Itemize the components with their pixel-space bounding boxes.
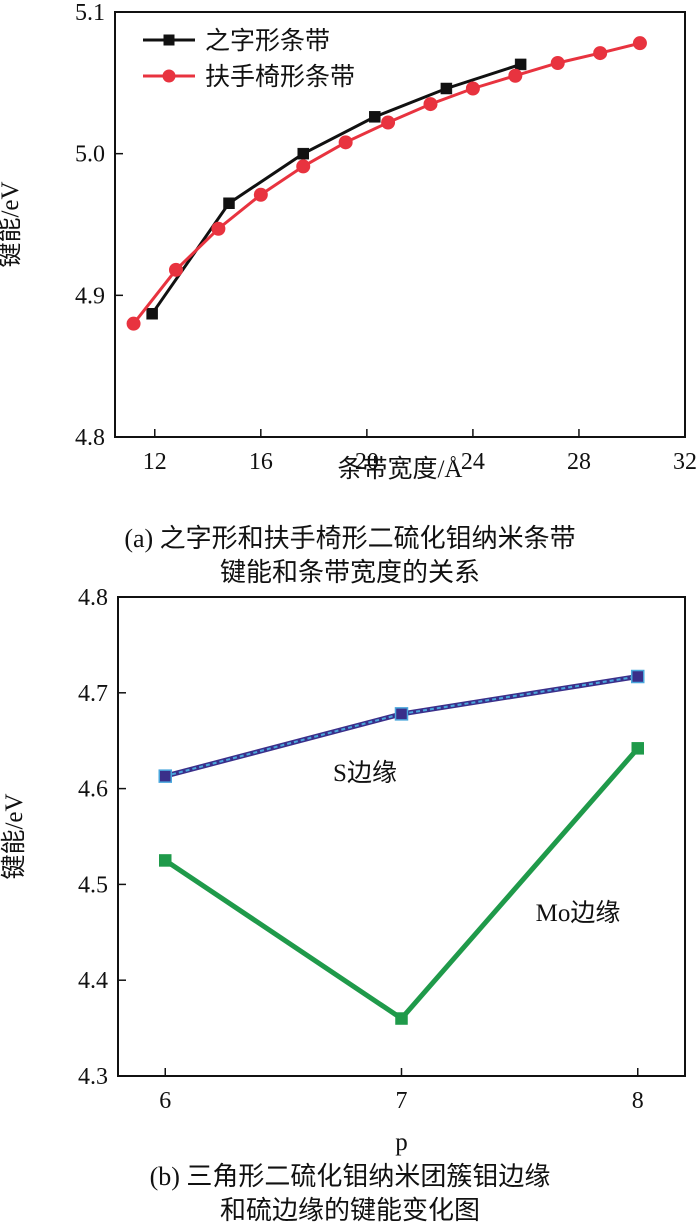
- legend-marker: [162, 69, 176, 83]
- y-tick-label: 4.5: [78, 872, 108, 898]
- data-point: [423, 97, 438, 112]
- y-tick-label: 5.0: [75, 142, 105, 168]
- x-axis-label: 条带宽度/Å: [337, 455, 462, 483]
- x-tick-label: 7: [396, 1088, 408, 1114]
- y-tick-label: 5.1: [75, 0, 105, 26]
- series-line-highlight-b-0: [165, 675, 638, 778]
- data-point: [253, 187, 268, 202]
- series-annotation-mo-edge: Mo边缘: [536, 899, 621, 927]
- data-point: [338, 135, 353, 150]
- series-line-a-0: [150, 62, 522, 315]
- data-point: [631, 669, 645, 684]
- y-tick-label: 4.9: [75, 283, 105, 309]
- y-tick-label: 4.3: [78, 1064, 108, 1090]
- data-point: [223, 197, 235, 209]
- data-point: [394, 707, 409, 721]
- legend-label: 之字形条带: [205, 27, 330, 55]
- plot-frame-b: [117, 596, 686, 1077]
- data-point: [369, 111, 381, 123]
- data-point: [158, 769, 172, 783]
- data-point: [381, 115, 396, 130]
- data-point: [168, 262, 183, 277]
- x-tick-label: 32: [673, 449, 697, 475]
- series-annotation-s-edge: S边缘: [333, 759, 397, 787]
- x-tick-label: 6: [159, 1088, 171, 1114]
- data-point: [508, 68, 523, 83]
- caption-a-line2: 键能和条带宽度的关系: [219, 558, 480, 587]
- data-point: [550, 56, 565, 70]
- data-point: [297, 147, 309, 160]
- plot-frame-a: [114, 11, 686, 438]
- series-line-b-1: [163, 746, 640, 1022]
- caption-a-line1: (a) 之字形和扶手椅形二硫化钼纳米条带: [124, 524, 576, 553]
- x-tick-label: 20: [355, 449, 379, 475]
- x-tick-label: 12: [143, 449, 167, 475]
- data-point: [631, 742, 644, 755]
- data-point: [211, 221, 226, 236]
- legend-label: 扶手椅形条带: [205, 63, 355, 91]
- series-line-b-0: [164, 674, 639, 779]
- x-tick-label: 28: [567, 449, 591, 475]
- data-point: [440, 82, 453, 95]
- data-point: [632, 36, 647, 51]
- legend-marker: [163, 34, 175, 46]
- caption-b-line1: (b) 三角形二硫化钼纳米团簇钼边缘: [149, 1162, 551, 1191]
- x-tick-label: 8: [632, 1088, 644, 1114]
- data-point: [296, 159, 311, 174]
- y-tick-label: 4.4: [78, 968, 108, 994]
- data-point: [465, 81, 480, 96]
- x-tick-label: 16: [249, 449, 273, 475]
- x-axis-label: p: [395, 1129, 408, 1156]
- data-point: [593, 46, 608, 61]
- data-point: [159, 854, 172, 867]
- data-point: [146, 308, 158, 320]
- data-point: [395, 1012, 408, 1025]
- data-point: [514, 58, 527, 71]
- caption-b-line2: 和硫边缘的键能变化图: [219, 1196, 480, 1225]
- x-tick-label: 24: [461, 449, 485, 475]
- y-axis-label: 键能/eV: [0, 181, 24, 267]
- data-point: [126, 316, 141, 331]
- y-tick-label: 4.8: [78, 585, 108, 611]
- y-tick-label: 4.7: [78, 681, 108, 707]
- y-tick-label: 4.6: [78, 777, 108, 803]
- y-tick-label: 4.8: [75, 425, 105, 451]
- y-axis-label: 键能/eV: [0, 793, 28, 879]
